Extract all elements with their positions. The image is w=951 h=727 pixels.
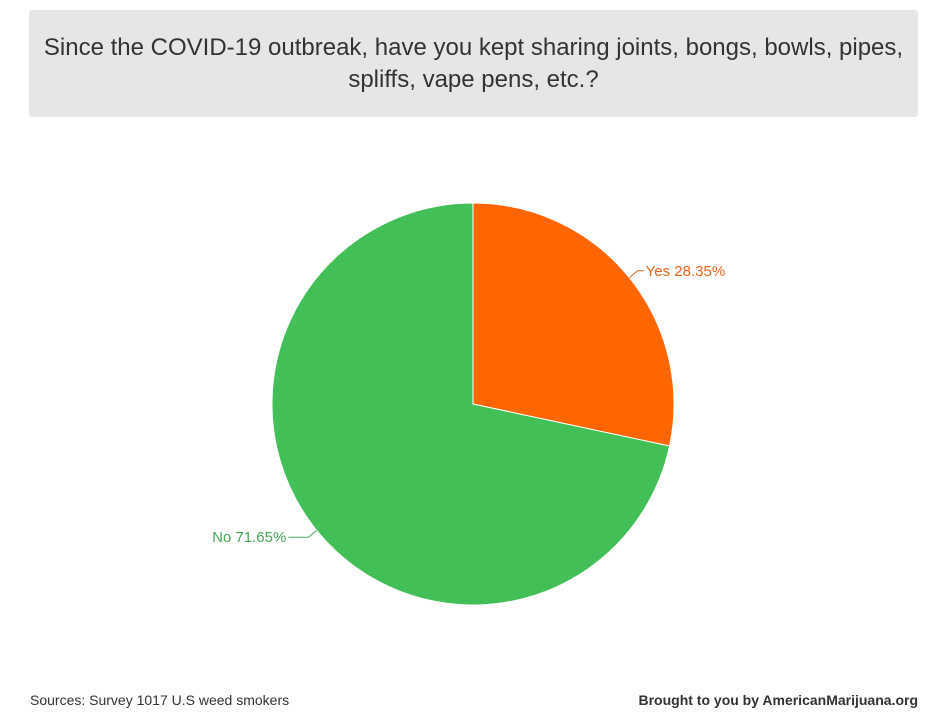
label-no: No 71.65% (212, 529, 286, 546)
connector-yes (628, 270, 644, 278)
label-yes: Yes 28.35% (646, 263, 726, 280)
pie-slice-no (271, 202, 671, 606)
pie-slices (271, 202, 675, 606)
connector-no (288, 530, 318, 538)
pie-labels: Yes 28.35% No 71.65% (212, 263, 725, 546)
chart-title: Since the COVID-19 outbreak, have you ke… (43, 33, 904, 93)
pie-slice-yes (472, 202, 675, 447)
chart-title-box: Since the COVID-19 outbreak, have you ke… (29, 10, 918, 117)
sources-note: Sources: Survey 1017 U.S weed smokers (30, 692, 290, 708)
credit-note: Brought to you by AmericanMarijuana.org (638, 692, 918, 708)
